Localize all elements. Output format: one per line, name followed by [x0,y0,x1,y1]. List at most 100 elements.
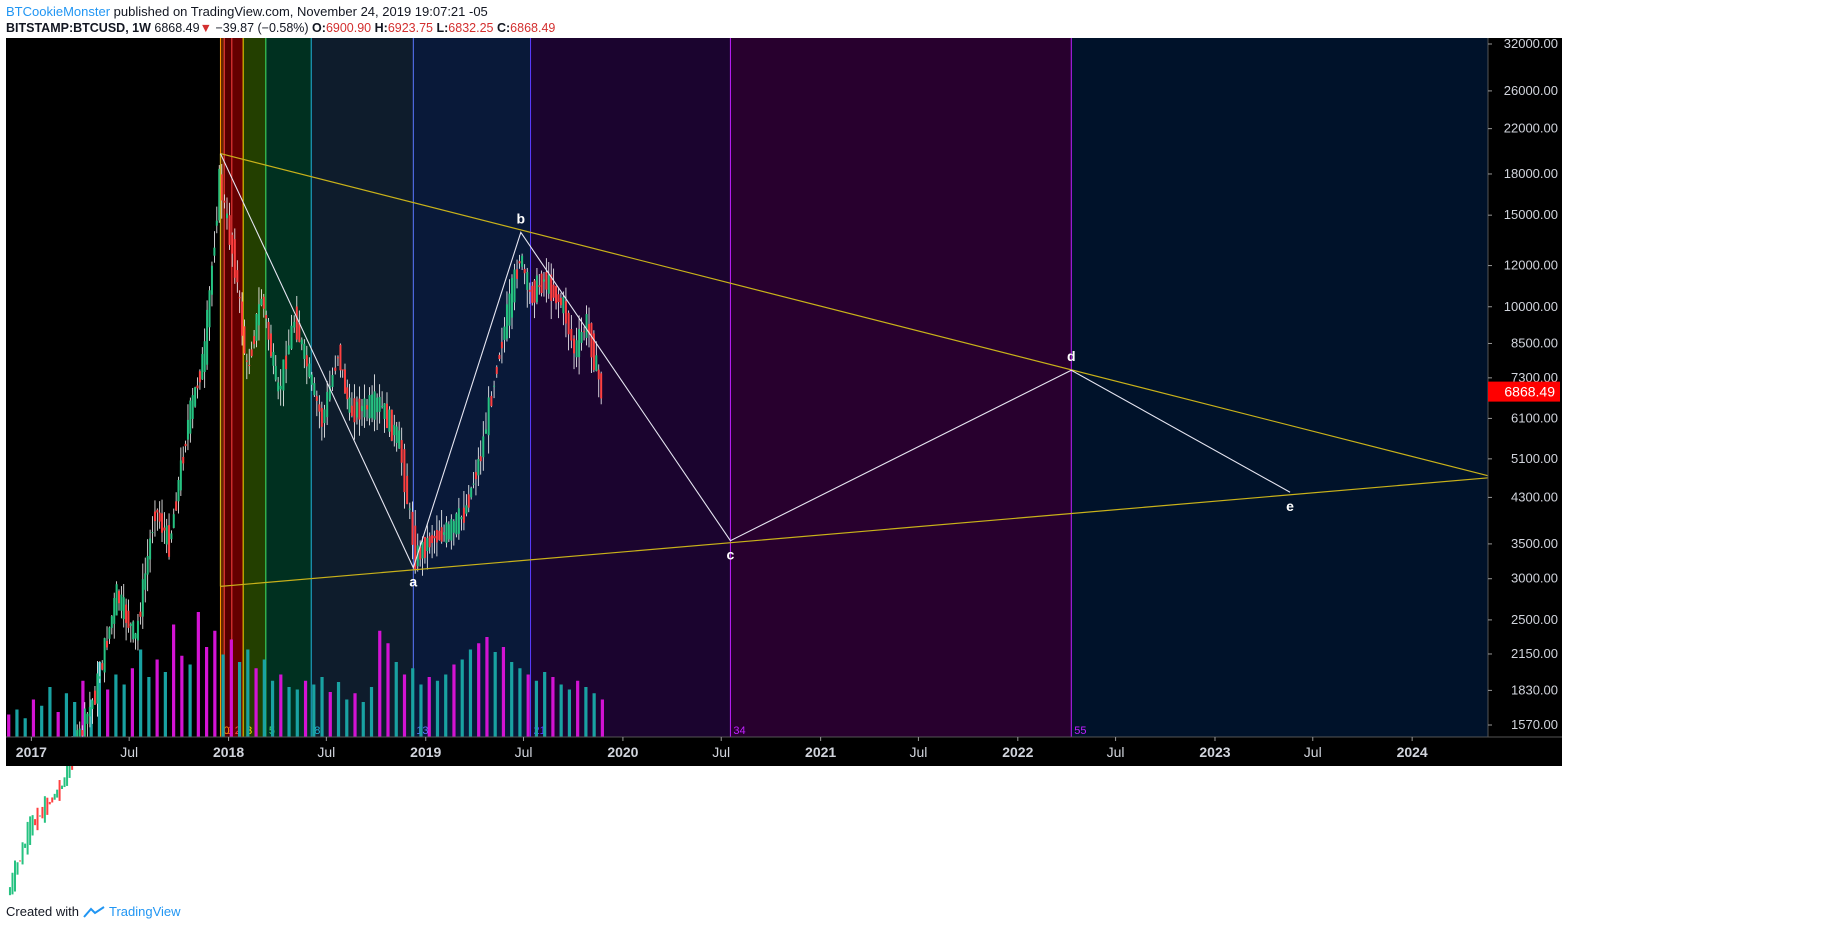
candle-body [597,369,600,380]
volume-bar [81,680,85,737]
candle-body [269,333,272,357]
future-area [1071,38,1488,737]
candle-body [241,301,244,336]
candle-body [136,620,139,641]
candle-body [474,472,477,480]
volume-bar [114,674,118,737]
candle-body [363,398,366,418]
candle-body [58,780,61,801]
candle-body [467,494,470,508]
time-tick-label: Jul [1304,744,1322,760]
candle-body [53,793,56,800]
volume-bar [130,668,134,737]
candle-body [287,345,290,355]
candle-body [106,640,109,648]
time-tick-label: 2021 [805,744,836,760]
candle-body [206,309,209,365]
fib-time-label: 34 [733,725,745,737]
candle-body [575,340,578,358]
candle-body [260,298,263,306]
price-tick-label: 3000.00 [1511,571,1558,586]
candle-body [68,758,71,778]
candle-body [43,796,46,823]
candle-body [516,269,519,279]
candle-body [477,458,480,476]
tradingview-brand-link[interactable]: TradingView [108,904,181,919]
author-link[interactable]: BTCookieMonster [6,4,111,19]
candle-body [355,401,358,418]
candle-body [134,633,137,639]
candle-body [46,797,49,815]
volume-bar [270,680,275,737]
volume-bar [501,647,506,737]
volume-bar [518,668,522,737]
fib-zone-band [311,38,414,737]
candle-body [305,355,308,367]
candle-body [564,301,567,324]
price-tick-label: 26000.00 [1504,83,1558,98]
volume-bar [23,718,27,737]
candle-body [61,785,64,789]
candle-body [41,806,44,819]
volume-bar [312,684,316,737]
low-value: 6832.25 [448,21,494,35]
candle-body [34,819,37,826]
time-tick-label: 2018 [213,744,244,760]
candle-body [398,430,401,449]
volume-bar [64,693,69,737]
candle-body [11,872,14,895]
candle-body [445,522,448,543]
triangle-trendline [220,476,1495,587]
candle-body [482,436,485,458]
candle-body [545,272,548,290]
candle-body [371,394,374,418]
candle-body [373,391,376,420]
price-change: −39.87 (−0.58%) [215,21,309,35]
candle-body [518,261,521,264]
candle-body [457,508,460,534]
volume-bar [213,630,217,737]
candle-body [490,395,493,407]
candle-body [279,385,282,390]
candle-body [250,349,253,357]
candle-body [191,395,194,419]
candle-body [388,409,391,432]
candle-body [381,405,384,407]
price-tick-label: 6100.00 [1511,410,1558,425]
candle-body [438,530,441,540]
candle-body [272,351,275,366]
candle-body [433,535,436,539]
volume-bar [600,699,604,737]
volume-bar [31,699,36,737]
fib-zone-band [220,38,225,737]
candle-body [101,663,104,670]
candle-body [315,396,318,401]
candle-body [334,367,337,371]
candle-body [350,405,353,416]
candle-body [562,296,565,314]
candle-body [194,387,197,407]
candle-body [125,604,128,623]
candle-body [528,289,531,292]
price-tick-label: 1830.00 [1511,682,1558,697]
fib-zone-band [730,38,1072,737]
time-axis[interactable] [6,737,1562,766]
price-tick-label: 32000.00 [1504,36,1558,51]
candle-body [336,357,339,359]
volume-bar [48,687,52,737]
candle-body [542,279,545,282]
candle-body [567,312,570,335]
candle-body [115,584,118,616]
candle-body [48,801,51,805]
candle-body [585,314,588,338]
volume-bar [40,705,44,737]
volume-bar [559,684,563,737]
candle-body [447,524,450,540]
candle-body [203,341,206,372]
volume-bar [411,668,415,737]
volume-bar [386,643,390,737]
time-tick-label: 2019 [410,744,441,760]
volume-bar [543,672,547,737]
candle-body [56,789,59,798]
